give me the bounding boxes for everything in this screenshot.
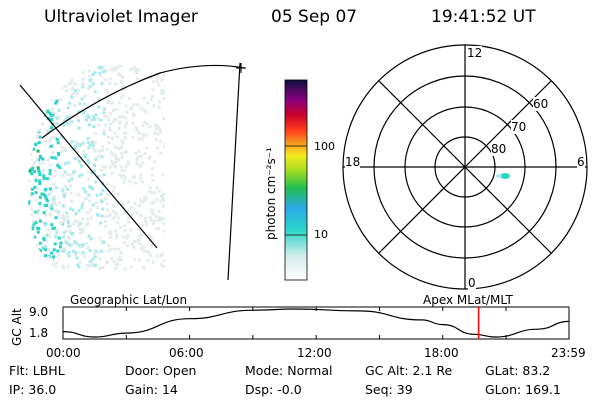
- gcalt-label: GC Alt:: [365, 363, 409, 378]
- flt-value: LBHL: [32, 363, 65, 378]
- gcalt-value: 2.1 Re: [412, 363, 453, 378]
- mlt-label-12: 12: [467, 46, 483, 60]
- y-tick-1-8: 1.8: [29, 326, 49, 340]
- x-tick-1800: 18:00: [424, 346, 459, 360]
- x-tick-0000: 00:00: [46, 346, 81, 360]
- meridian-line: [227, 62, 241, 281]
- seq-value: 39: [396, 382, 413, 397]
- pole-marker: [236, 63, 246, 73]
- mode-label: Mode:: [245, 363, 284, 378]
- dsp-value: -0.0: [277, 382, 302, 397]
- aurora-spot: [500, 173, 510, 179]
- altitude-timeline-chart: [62, 306, 570, 340]
- timeline-right-label: Apex MLat/MLT: [423, 293, 513, 307]
- mlt-label-18: 18: [345, 155, 361, 169]
- colorbar: [284, 79, 308, 281]
- glon-label: GLon:: [485, 382, 522, 397]
- y-tick-9: 9.0: [29, 305, 49, 319]
- gain-value: 14: [161, 382, 178, 397]
- meridian-line: [19, 84, 158, 249]
- aurora-emission: [27, 65, 166, 270]
- timeline-left-label: Geographic Lat/Lon: [70, 293, 188, 307]
- mlt-label-6: 6: [577, 155, 585, 169]
- colorbar-unit-label: photon cm⁻²s⁻¹: [264, 147, 278, 240]
- door-value: Open: [163, 363, 197, 378]
- gc-altitude-series-line: [62, 308, 570, 338]
- time-label: 19:41:52 UT: [431, 7, 536, 27]
- x-tick-1200: 12:00: [297, 346, 332, 360]
- mlt-label-0: 0: [468, 276, 476, 290]
- mode-value: Normal: [287, 363, 333, 378]
- glat-value: 83.2: [522, 363, 551, 378]
- flt-label: Flt:: [9, 363, 29, 378]
- gain-label: Gain:: [125, 382, 158, 397]
- timeline-y-axis-label: GC Alt: [10, 308, 24, 346]
- seq-label: Seq:: [365, 382, 393, 397]
- colorbar-tick-100: 100: [314, 140, 335, 153]
- ip-value: 36.0: [28, 382, 57, 397]
- timeline-frame: [62, 306, 570, 340]
- colorbar-tick-10: 10: [314, 228, 328, 241]
- dsp-label: Dsp:: [245, 382, 274, 397]
- latitude-circle: [41, 64, 246, 139]
- x-tick-2359: 23:59: [551, 346, 586, 360]
- instrument-title: Ultraviolet Imager: [44, 7, 198, 27]
- x-tick-0600: 06:00: [169, 346, 204, 360]
- ip-label: IP:: [9, 382, 25, 397]
- colorbar-gradient: [284, 79, 308, 281]
- earth-uv-image: [19, 62, 246, 281]
- polar-mlat-mlt-plot: [342, 44, 588, 290]
- mlat-label-70: 70: [511, 120, 527, 134]
- door-label: Door:: [125, 363, 160, 378]
- mlat-label-60: 60: [533, 97, 549, 111]
- glon-value: 169.1: [525, 382, 561, 397]
- glat-label: GLat:: [485, 363, 519, 378]
- date-label: 05 Sep 07: [271, 7, 358, 27]
- mlat-label-80: 80: [491, 142, 507, 156]
